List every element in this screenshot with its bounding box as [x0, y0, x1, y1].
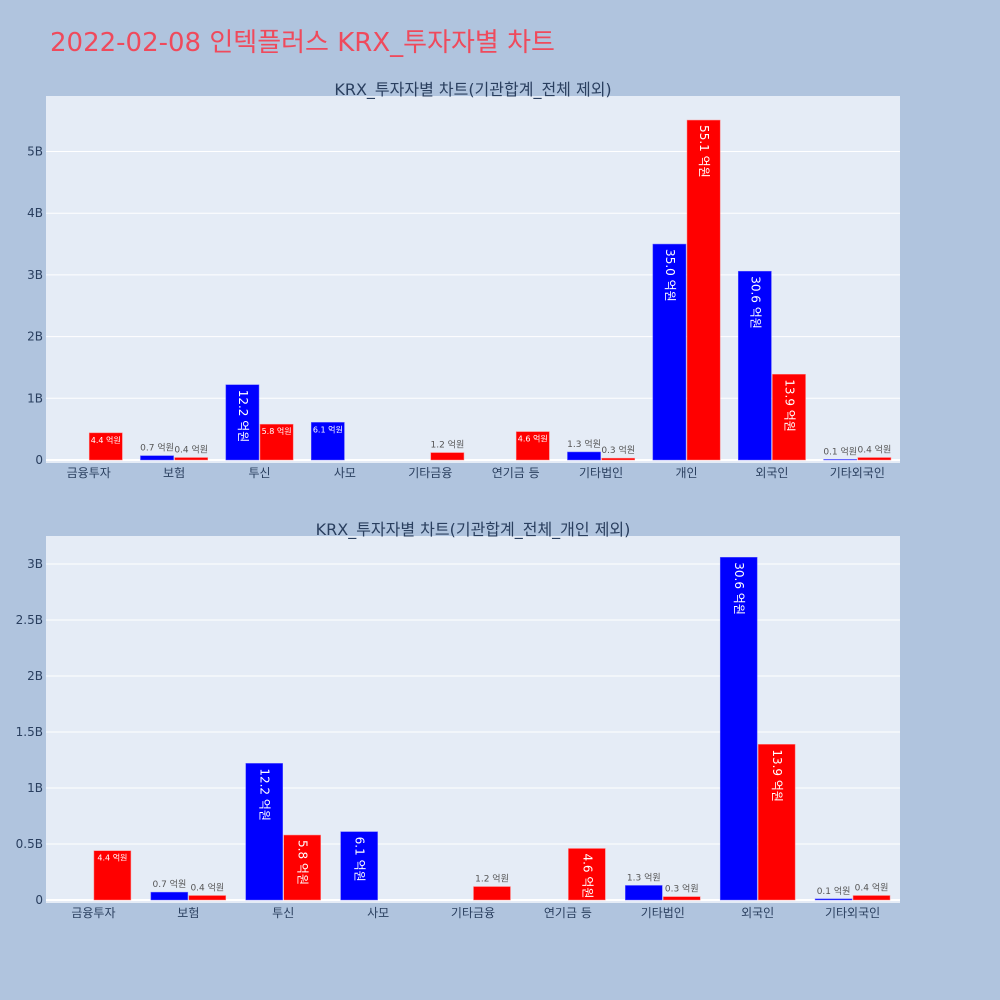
x-tick-label: 투신: [272, 906, 294, 920]
x-tick-label: 보험: [163, 466, 185, 480]
x-tick-label: 기타금융: [408, 466, 452, 480]
bar-value-label: 4.6 억원: [518, 434, 548, 444]
y-tick-label: 2.5B: [16, 613, 43, 627]
y-tick-label: 5B: [27, 145, 43, 159]
bar: [757, 744, 796, 901]
bar-value-label: 55.1 억원: [697, 125, 711, 178]
bar-value-label: 4.4 억원: [91, 435, 121, 445]
bar: [93, 850, 132, 901]
bar: [188, 895, 227, 901]
bar-value-label: 13.9 억원: [782, 379, 796, 432]
y-tick-label: 1B: [27, 391, 43, 405]
bar-value-label: 0.1 억원: [823, 445, 857, 457]
bar-value-label: 0.1 억원: [817, 885, 851, 897]
bar: [283, 834, 321, 901]
bar: [823, 459, 858, 461]
bar: [515, 431, 550, 461]
bar: [174, 457, 209, 461]
bar-value-label: 30.6 억원: [748, 276, 762, 329]
bar: [340, 831, 378, 901]
bar-value-label: 6.1 억원: [353, 837, 367, 882]
x-tick-label: 기타외국인: [830, 466, 885, 480]
bar-value-label: 12.2 억원: [236, 390, 250, 443]
x-tick-label: 연기금 등: [544, 906, 592, 920]
x-tick-label: 기타금융: [451, 906, 495, 920]
x-tick-label: 개인: [675, 466, 697, 480]
bar-value-label: 0.4 억원: [855, 882, 889, 894]
bar: [473, 886, 511, 901]
bar: [686, 119, 721, 461]
x-tick-label: 사모: [334, 466, 356, 480]
x-tick-label: 기타외국인: [825, 906, 880, 920]
bar: [772, 373, 806, 461]
bar-value-label: 0.3 억원: [601, 444, 635, 456]
bar: [225, 384, 260, 461]
bar-value-label: 0.7 억원: [140, 442, 174, 454]
bar-value-label: 0.4 억원: [190, 882, 224, 894]
y-tick-label: 3B: [27, 557, 43, 571]
bar-value-label: 4.6 억원: [580, 853, 594, 898]
bar: [737, 270, 772, 461]
bar-value-label: 13.9 억원: [770, 749, 784, 802]
bar: [430, 452, 465, 461]
bar: [259, 423, 294, 461]
bar: [857, 457, 892, 461]
bar-value-label: 12.2 억원: [258, 768, 272, 821]
bar: [567, 451, 601, 461]
x-tick-label: 사모: [367, 906, 389, 920]
bar: [852, 895, 891, 901]
bar-value-label: 35.0 억원: [663, 249, 677, 302]
bar-value-label: 5.8 억원: [262, 426, 292, 436]
plot-area: [46, 536, 900, 903]
x-tick-label: 금융투자: [67, 466, 111, 480]
bar: [625, 885, 663, 901]
bar-value-label: 1.3 억원: [567, 438, 601, 450]
bar: [814, 898, 853, 901]
y-tick-label: 2B: [27, 330, 43, 344]
x-tick-label: 금융투자: [71, 906, 115, 920]
y-tick-label: 1B: [27, 781, 43, 795]
bar-value-label: 0.4 억원: [174, 444, 208, 456]
bar-value-label: 1.2 억원: [475, 873, 509, 885]
bar: [568, 848, 606, 901]
bar: [150, 891, 189, 901]
bar-value-label: 0.7 억원: [152, 878, 186, 890]
bar-value-label: 6.1 억원: [313, 424, 343, 434]
bar: [663, 896, 701, 901]
bar: [88, 432, 123, 461]
bar-value-label: 30.6 억원: [732, 562, 746, 615]
bar: [140, 455, 174, 461]
chart-1: KRX_투자자별 차트(기관합계_전체 제외) 0 1B 2B 3B 4B 5B 금융투자 4.…: [27, 80, 900, 480]
page-title: 2022-02-08 인텍플러스 KRX_투자자별 차트: [50, 28, 555, 58]
bar-value-label: 0.3 억원: [665, 883, 699, 895]
y-tick-label: 3B: [27, 268, 43, 282]
x-tick-label: 기타법인: [579, 466, 623, 480]
y-tick-label: 0: [35, 893, 43, 907]
x-tick-label: 투신: [248, 466, 270, 480]
chart-title: KRX_투자자별 차트(기관합계_전체_개인 제외): [316, 520, 631, 540]
x-tick-label: 연기금 등: [492, 466, 540, 480]
bar-value-label: 5.8 억원: [296, 840, 310, 885]
chart-title: KRX_투자자별 차트(기관합계_전체 제외): [334, 80, 611, 100]
chart-2: KRX_투자자별 차트(기관합계_전체_개인 제외) 0 0.5B 1B 1.5B 2B 2…: [16, 520, 900, 920]
bar-value-label: 1.3 억원: [627, 871, 661, 883]
bar: [310, 422, 345, 461]
bar-value-label: 0.4 억원: [858, 444, 892, 456]
bar: [719, 557, 758, 901]
y-tick-label: 2B: [27, 669, 43, 683]
x-tick-label: 기타법인: [641, 906, 685, 920]
y-tick-label: 0.5B: [16, 837, 43, 851]
bar: [245, 763, 283, 901]
y-tick-label: 4B: [27, 206, 43, 220]
bar-value-label: 4.4 억원: [97, 853, 127, 863]
y-tick-label: 1.5B: [16, 725, 43, 739]
x-tick-label: 외국인: [755, 466, 788, 480]
x-tick-label: 보험: [177, 906, 199, 920]
bar-value-label: 1.2 억원: [431, 439, 465, 451]
bar: [652, 243, 687, 461]
y-tick-label: 0: [35, 453, 43, 467]
x-tick-label: 외국인: [741, 906, 774, 920]
bar: [601, 457, 636, 461]
